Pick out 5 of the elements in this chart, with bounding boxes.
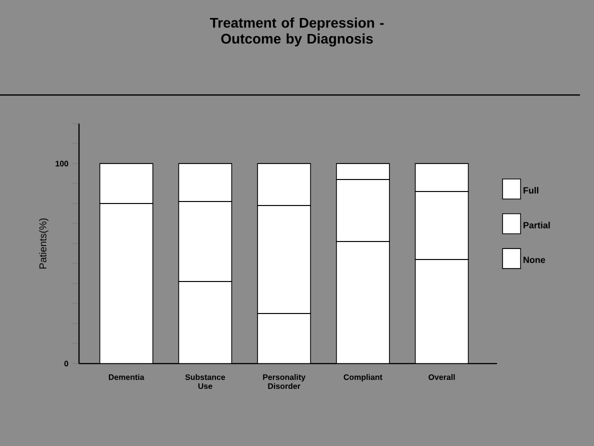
legend-label: None [524, 256, 546, 264]
y-axis-title: Patients(%) [39, 218, 48, 269]
legend-label: Partial [524, 222, 550, 228]
legend-label: Full [524, 186, 538, 194]
chart-title: Treatment of Depression - Outcome by Diagnosis [210, 17, 384, 46]
